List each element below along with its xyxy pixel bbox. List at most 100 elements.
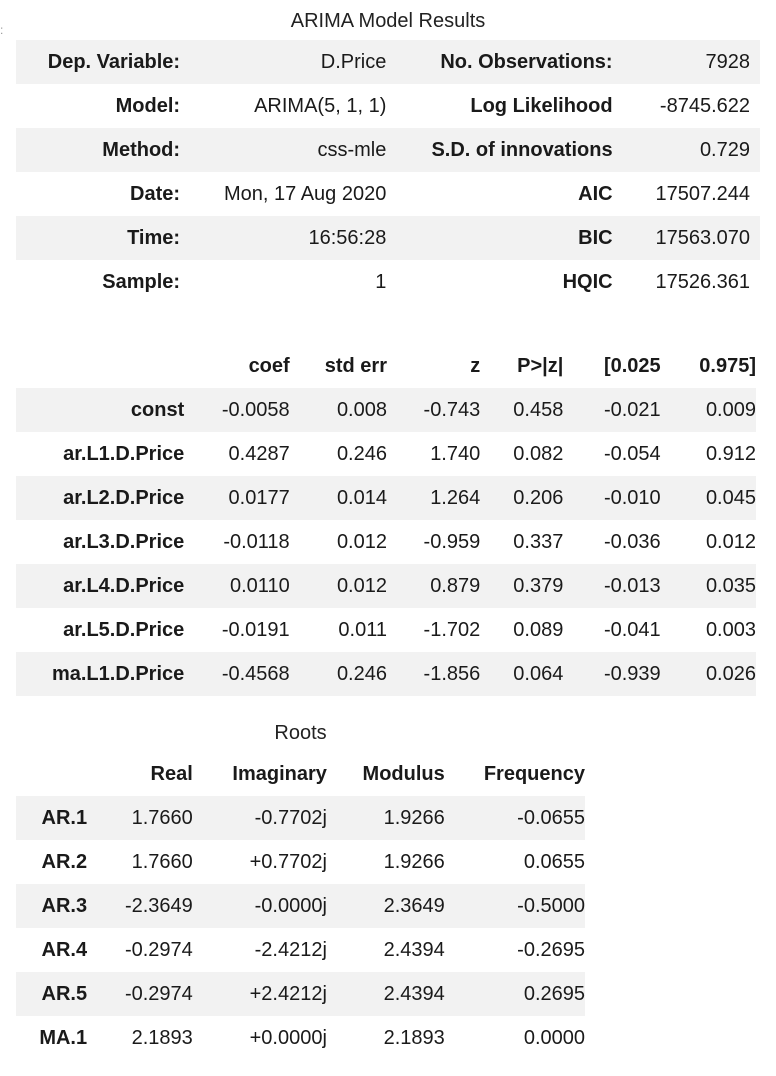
summary-label: Method: <box>16 128 181 172</box>
table-cell: -2.4212j <box>254 938 327 961</box>
table-cell: +0.0000j <box>249 1026 327 1049</box>
column-header: Imaginary <box>232 762 327 785</box>
summary-row: Model: ARIMA(5, 1, 1) Log Likelihood -87… <box>16 84 760 128</box>
summary-table: Dep. Variable: D.Price No. Observations:… <box>16 40 760 304</box>
row-label: ar.L3.D.Price <box>63 530 185 553</box>
column-header: Frequency <box>483 762 585 785</box>
row-label: ar.L4.D.Price <box>16 564 185 608</box>
summary-label: No. Observations: <box>386 40 613 84</box>
column-header: Modulus <box>362 762 445 785</box>
row-label: AR.2 <box>41 850 88 873</box>
column-header <box>16 344 184 388</box>
table-cell: 0.035 <box>660 564 756 608</box>
table-cell: -0.036 <box>603 530 661 553</box>
table-cell: +2.4212j <box>192 972 327 1016</box>
row-label: AR.1 <box>16 796 88 840</box>
table-cell: 1.7660 <box>131 850 193 873</box>
column-header: std err <box>324 354 387 377</box>
table-cell: 0.0655 <box>523 850 585 873</box>
summary-value: 7928 <box>612 40 760 84</box>
table-cell: -0.959 <box>423 530 481 553</box>
summary-label: Date: <box>130 182 181 205</box>
table-cell: +0.7702j <box>249 850 327 873</box>
table-cell: 2.3649 <box>326 884 445 928</box>
summary-value: ARIMA(5, 1, 1) <box>254 94 387 117</box>
row-label: ar.L5.D.Price <box>63 618 185 641</box>
table-row: ar.L1.D.Price 0.4287 0.246 1.740 0.082 -… <box>16 432 756 476</box>
table-cell: 0.0177 <box>184 476 290 520</box>
summary-value: 17563.070 <box>612 216 760 260</box>
column-header: coef <box>248 354 290 377</box>
table-row: ar.L5.D.Price -0.0191 0.011 -1.702 0.089… <box>16 608 756 652</box>
row-label: ar.L2.D.Price <box>16 476 185 520</box>
summary-row: Time: 16:56:28 BIC 17563.070 <box>16 216 760 260</box>
cell-edge-marker: : <box>0 23 4 37</box>
summary-value: D.Price <box>180 40 387 84</box>
coefficients-table: coef std err z P>|z| [0.025 0.975] const… <box>16 344 756 696</box>
table-row: AR.4 -0.2974 -2.4212j 2.4394 -0.2695 <box>16 928 585 972</box>
table-cell: 0.912 <box>705 442 756 465</box>
table-cell: 0.0110 <box>184 564 290 608</box>
summary-value: 0.729 <box>612 128 760 172</box>
table-cell: 0.003 <box>705 618 756 641</box>
summary-row: Method: css-mle S.D. of innovations 0.72… <box>16 128 760 172</box>
row-label: AR.3 <box>16 884 88 928</box>
table-cell: 0.246 <box>336 442 387 465</box>
column-header: P>|z| <box>517 354 564 377</box>
table-cell: 2.1893 <box>383 1026 445 1049</box>
summary-label: S.D. of innovations <box>386 128 613 172</box>
table-cell: 0.014 <box>289 476 387 520</box>
roots-header-row: Real Imaginary Modulus Frequency <box>16 752 585 796</box>
table-cell: -0.2974 <box>124 938 193 961</box>
column-header: z <box>470 354 481 377</box>
table-cell: -0.054 <box>603 442 661 465</box>
table-cell: -1.856 <box>387 652 481 696</box>
row-label: AR.5 <box>16 972 88 1016</box>
table-cell: 0.458 <box>480 388 564 432</box>
table-cell: 1.264 <box>387 476 481 520</box>
table-cell: -0.0191 <box>221 618 290 641</box>
column-header: Real <box>150 762 193 785</box>
table-cell: 0.0000 <box>523 1026 585 1049</box>
table-cell: -0.7702j <box>192 796 327 840</box>
summary-label: AIC <box>578 182 613 205</box>
table-row: const -0.0058 0.008 -0.743 0.458 -0.021 … <box>16 388 756 432</box>
table-cell: 1.7660 <box>87 796 193 840</box>
summary-value: Mon, 17 Aug 2020 <box>224 182 387 205</box>
table-cell: -0.0058 <box>184 388 290 432</box>
row-label: ma.L1.D.Price <box>16 652 185 696</box>
coefficients-header-row: coef std err z P>|z| [0.025 0.975] <box>16 344 756 388</box>
table-cell: -0.5000 <box>444 884 585 928</box>
table-cell: 0.089 <box>513 618 564 641</box>
summary-label: BIC <box>386 216 613 260</box>
table-cell: 0.026 <box>660 652 756 696</box>
table-cell: 0.009 <box>660 388 756 432</box>
table-row: AR.2 1.7660 +0.7702j 1.9266 0.0655 <box>16 840 585 884</box>
summary-row: Date: Mon, 17 Aug 2020 AIC 17507.244 <box>16 172 760 216</box>
row-label: AR.4 <box>41 938 88 961</box>
table-cell: 2.1893 <box>131 1026 193 1049</box>
table-cell: 0.011 <box>338 618 387 641</box>
table-cell: -0.2695 <box>517 938 585 961</box>
table-cell: 0.012 <box>289 564 387 608</box>
table-cell: 1.740 <box>430 442 481 465</box>
table-cell: 0.082 <box>513 442 564 465</box>
table-cell: -0.041 <box>603 618 661 641</box>
table-cell: 0.246 <box>289 652 387 696</box>
summary-label: Dep. Variable: <box>16 40 181 84</box>
table-row: AR.5 -0.2974 +2.4212j 2.4394 0.2695 <box>16 972 585 1016</box>
row-label: MA.1 <box>39 1026 88 1049</box>
table-cell: -0.013 <box>563 564 661 608</box>
summary-value: css-mle <box>180 128 387 172</box>
summary-title: ARIMA Model Results <box>290 10 486 32</box>
table-cell: -0.0655 <box>444 796 585 840</box>
table-row: AR.1 1.7660 -0.7702j 1.9266 -0.0655 <box>16 796 585 840</box>
table-row: ma.L1.D.Price -0.4568 0.246 -1.856 0.064… <box>16 652 756 696</box>
summary-row: Dep. Variable: D.Price No. Observations:… <box>16 40 760 84</box>
table-cell: 0.879 <box>387 564 481 608</box>
table-cell: -0.743 <box>387 388 481 432</box>
summary-value: 17507.244 <box>655 182 750 205</box>
row-label: const <box>16 388 185 432</box>
table-cell: 0.206 <box>480 476 564 520</box>
table-cell: -0.021 <box>563 388 661 432</box>
